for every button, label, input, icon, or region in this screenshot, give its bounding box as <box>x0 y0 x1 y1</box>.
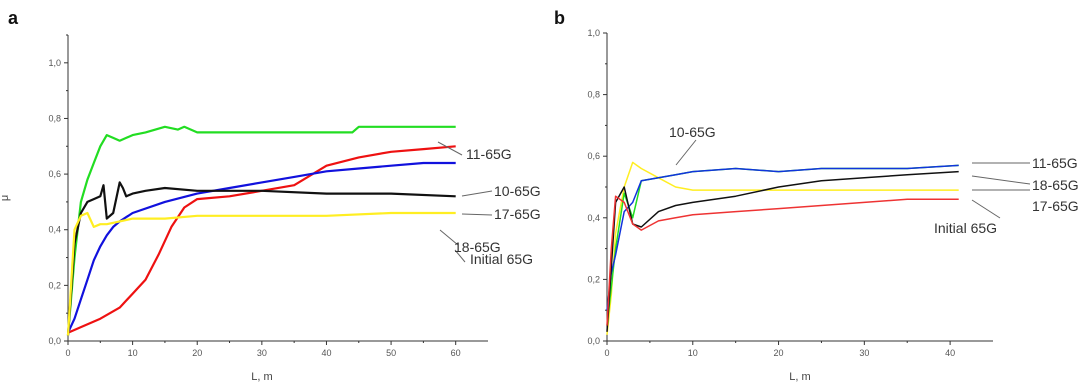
leader-17-65g-a <box>461 213 493 216</box>
panel-b: b L, m 0 10 20 30 40 0,0 0,2 0,4 0,6 0,8 1,0 10-65… <box>554 8 1078 383</box>
label-11-65g-a: 11-65G <box>466 146 512 162</box>
label-10-65g-b: 10-65G <box>669 124 716 140</box>
label-11-65g-b: 11-65G <box>1032 155 1078 171</box>
pb-x-tick-label-40: 40 <box>945 348 955 358</box>
pb-y-tick-label-0-8: 0,8 <box>587 90 600 100</box>
pb-y-tick-label-0-4: 0,4 <box>587 213 600 223</box>
leader-10-65g-a <box>461 190 493 197</box>
label-17-65g-a: 17-65G <box>494 206 541 222</box>
pa-x-tick-label-0: 0 <box>65 348 70 358</box>
panel-b-plot: 0 10 20 30 40 0,0 0,2 0,4 0,6 0,8 1,0 <box>587 28 993 358</box>
leader-11-65g-a <box>437 141 463 156</box>
pa-x-tick-label-30: 30 <box>257 348 267 358</box>
panel-b-series-labels: 10-65G 11-65G 18-65G 17-65G Initial 65G <box>669 124 1078 236</box>
panel-a-plot: 0 10 20 30 40 50 60 0,0 0,2 0,4 0,6 0,8 1,0 <box>48 34 488 358</box>
panel-a-ylabel: μ <box>0 195 11 201</box>
pa-series-11-65g <box>66 125 456 336</box>
pa-y-tick-label-0-0: 0,0 <box>48 336 61 346</box>
leader-10-65g-b <box>675 139 697 166</box>
pa-y-tick-label-0-4: 0,4 <box>48 225 61 235</box>
pa-y-tick-label-0-8: 0,8 <box>48 113 61 123</box>
pb-series-10-65g <box>606 161 959 335</box>
label-initial-65g-a: Initial 65G <box>470 251 533 267</box>
leader-initial-65g-b <box>971 199 1001 219</box>
pa-x-tick-label-20: 20 <box>192 348 202 358</box>
panel-b-xlabel: L, m <box>789 371 810 383</box>
leader-initial-65g-a <box>454 249 466 263</box>
pb-y-tick-label-1-0: 1,0 <box>587 28 600 38</box>
pb-series-17-65g <box>606 170 959 332</box>
pa-series-17-65g <box>67 161 456 334</box>
leader-18-65g-b <box>971 175 1031 185</box>
pa-y-tick-label-1-0: 1,0 <box>48 58 61 68</box>
panel-a-xlabel: L, m <box>251 371 272 383</box>
pb-series-18-65g <box>606 164 959 311</box>
label-10-65g-a: 10-65G <box>494 183 541 199</box>
pa-x-tick-label-10: 10 <box>128 348 138 358</box>
pa-series-initial-65g <box>66 181 456 336</box>
panel-a-series-labels: 11-65G 10-65G 17-65G Initial 65G 18-65G … <box>437 141 541 267</box>
pa-x-tick-label-60: 60 <box>451 348 461 358</box>
pa-series-18-65g <box>66 211 456 336</box>
pb-x-tick-label-20: 20 <box>774 348 784 358</box>
pb-y-tick-label-0-2: 0,2 <box>587 274 600 284</box>
pa-x-tick-label-40: 40 <box>321 348 331 358</box>
label-17-65g-b: 17-65G <box>1032 198 1078 214</box>
pa-y-tick-label-0-2: 0,2 <box>48 280 61 290</box>
pa-y-tick-label-0-6: 0,6 <box>48 169 61 179</box>
pb-y-tick-label-0-6: 0,6 <box>587 151 600 161</box>
pb-x-tick-label-0: 0 <box>604 348 609 358</box>
pb-x-tick-label-30: 30 <box>859 348 869 358</box>
label-initial-65g-b: Initial 65G <box>934 220 997 236</box>
pb-x-tick-label-10: 10 <box>688 348 698 358</box>
pa-series-10-65g <box>67 145 456 334</box>
pb-y-tick-label-0-0: 0,0 <box>587 336 600 346</box>
panel-b-letter: b <box>554 8 565 28</box>
pa-x-tick-label-50: 50 <box>386 348 396 358</box>
label-18-65g-b: 18-65G <box>1032 177 1078 193</box>
leader-18-65g-a <box>439 229 459 246</box>
panel-a: a μ L, m 0 10 20 30 40 50 60 0,0 0,2 0,4 0,6 0,8 1,0… <box>0 8 541 383</box>
pb-series-initial-65g <box>606 195 959 326</box>
panel-a-letter: a <box>8 8 19 28</box>
label-18-65g-a-visible: 18-65G <box>454 239 501 255</box>
